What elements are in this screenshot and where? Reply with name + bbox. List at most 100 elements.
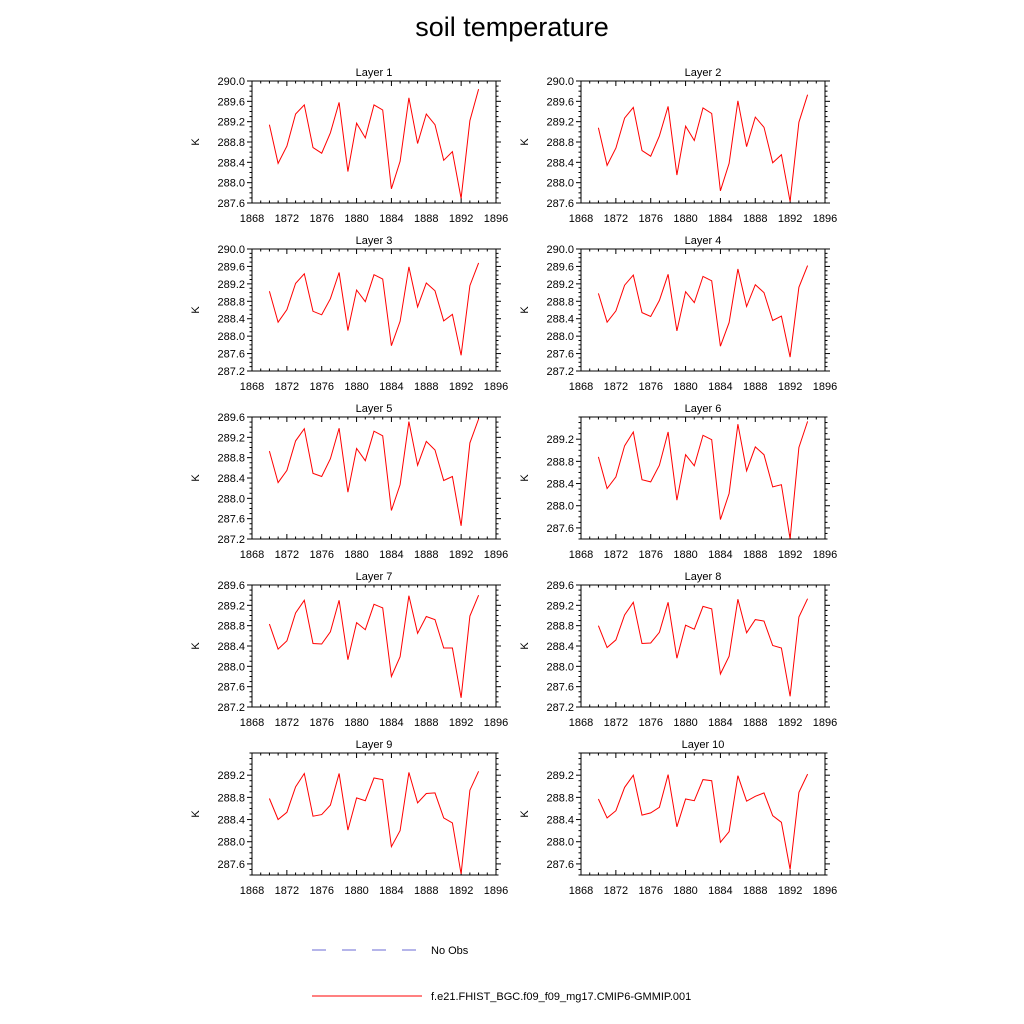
x-tick-label: 1880 [344,381,368,393]
panel-title: Layer 9 [356,739,393,751]
y-tick-label: 287.2 [546,366,574,378]
plot-frame [580,80,826,204]
y-axis-label: K [190,642,202,650]
panel-title: Layer 10 [682,739,725,751]
y-tick-label: 287.6 [546,859,574,871]
y-tick-label: 289.6 [217,261,245,273]
y-axis-label: K [190,306,202,314]
panel-title: Layer 2 [685,67,722,79]
x-tick-label: 1868 [240,549,264,561]
y-tick-label: 289.6 [217,580,245,592]
plot-frame [580,416,826,540]
x-tick-label: 1868 [569,717,593,729]
x-tick-label: 1880 [344,213,368,225]
y-tick-label: 289.2 [217,432,245,444]
y-tick-label: 288.4 [546,479,574,491]
y-tick-label: 288.0 [217,837,245,849]
series-line [268,771,480,874]
plot-frame [251,248,497,372]
x-tick-label: 1868 [240,885,264,897]
x-tick-label: 1888 [414,885,438,897]
x-tick-label: 1880 [344,549,368,561]
x-tick-label: 1872 [275,213,299,225]
y-tick-label: 288.4 [546,314,574,326]
panel-layer-5: Layer 5 K 1868 1872 1876 1880 1884 1888 1892 1896… [190,403,508,561]
x-tick-label: 1884 [379,549,403,561]
series-line [268,262,480,356]
panel-title: Layer 1 [356,67,393,79]
x-tick-label: 1892 [449,381,473,393]
panel-title: Layer 6 [685,403,722,415]
panel-layer-8: Layer 8 K 1868 1872 1876 1880 1884 1888 1892 1896… [519,571,837,729]
x-tick-label: 1868 [240,381,264,393]
series-line [268,418,480,526]
y-tick-label: 288.0 [217,178,245,190]
y-tick-label: 288.8 [217,137,245,149]
x-tick-label: 1888 [743,717,767,729]
x-tick-label: 1876 [638,381,662,393]
x-tick-label: 1896 [484,885,508,897]
x-tick-label: 1872 [604,717,628,729]
plot-frame [251,80,497,204]
y-tick-label: 287.2 [217,702,245,714]
plot-frame [251,416,497,540]
x-tick-label: 1876 [309,213,333,225]
y-axis-label: K [190,138,202,146]
legend-label: f.e21.FHIST_BGC.f09_f09_mg17.CMIP6-GMMIP… [431,991,691,1003]
x-tick-label: 1896 [484,381,508,393]
series-line [268,88,480,199]
x-tick-label: 1896 [484,213,508,225]
x-tick-label: 1880 [673,885,697,897]
x-tick-label: 1884 [379,717,403,729]
y-tick-label: 289.6 [217,96,245,108]
y-tick-label: 288.8 [546,621,574,633]
x-tick-label: 1872 [604,213,628,225]
x-tick-label: 1888 [743,381,767,393]
y-axis-label: K [190,474,202,482]
series-line [268,595,480,698]
x-tick-label: 1880 [673,549,697,561]
y-tick-label: 288.0 [217,661,245,673]
y-tick-label: 288.8 [217,621,245,633]
y-axis-label: K [519,138,531,146]
y-tick-label: 287.2 [546,702,574,714]
y-tick-label: 290.0 [217,244,245,256]
y-axis-label: K [519,642,531,650]
x-tick-label: 1884 [379,885,403,897]
y-tick-label: 288.4 [217,641,245,653]
x-tick-label: 1872 [604,549,628,561]
panel-layer-10: Layer 10 K 1868 1872 1876 1880 1884 1888 1892 189… [519,739,837,897]
y-tick-label: 289.2 [546,279,574,291]
x-tick-label: 1896 [484,717,508,729]
y-tick-label: 288.4 [217,473,245,485]
x-tick-label: 1884 [379,213,403,225]
panel-title: Layer 7 [356,571,393,583]
x-tick-label: 1888 [414,717,438,729]
x-tick-label: 1880 [344,717,368,729]
panel-layer-6: Layer 6 K 1868 1872 1876 1880 1884 1888 1892 1896… [519,403,837,561]
y-tick-label: 290.0 [546,76,574,88]
y-tick-label: 287.2 [217,366,245,378]
y-tick-label: 287.6 [217,198,245,210]
x-tick-label: 1876 [309,381,333,393]
x-tick-label: 1868 [240,717,264,729]
x-tick-label: 1892 [449,717,473,729]
legend: No Obs f.e21.FHIST_BGC.f09_f09_mg17.CMIP6… [312,945,691,1003]
y-tick-label: 288.0 [546,178,574,190]
panel-title: Layer 5 [356,403,393,415]
y-tick-label: 287.6 [217,349,245,361]
x-tick-label: 1884 [708,717,732,729]
x-tick-label: 1884 [708,213,732,225]
x-tick-label: 1876 [309,717,333,729]
plot-frame [251,752,497,876]
x-tick-label: 1896 [813,381,837,393]
x-tick-label: 1872 [275,885,299,897]
y-tick-label: 289.6 [546,580,574,592]
y-axis-label: K [519,306,531,314]
x-tick-label: 1896 [813,549,837,561]
y-tick-label: 288.8 [546,296,574,308]
x-tick-label: 1892 [778,213,802,225]
x-tick-label: 1892 [778,549,802,561]
series-line [597,265,809,358]
